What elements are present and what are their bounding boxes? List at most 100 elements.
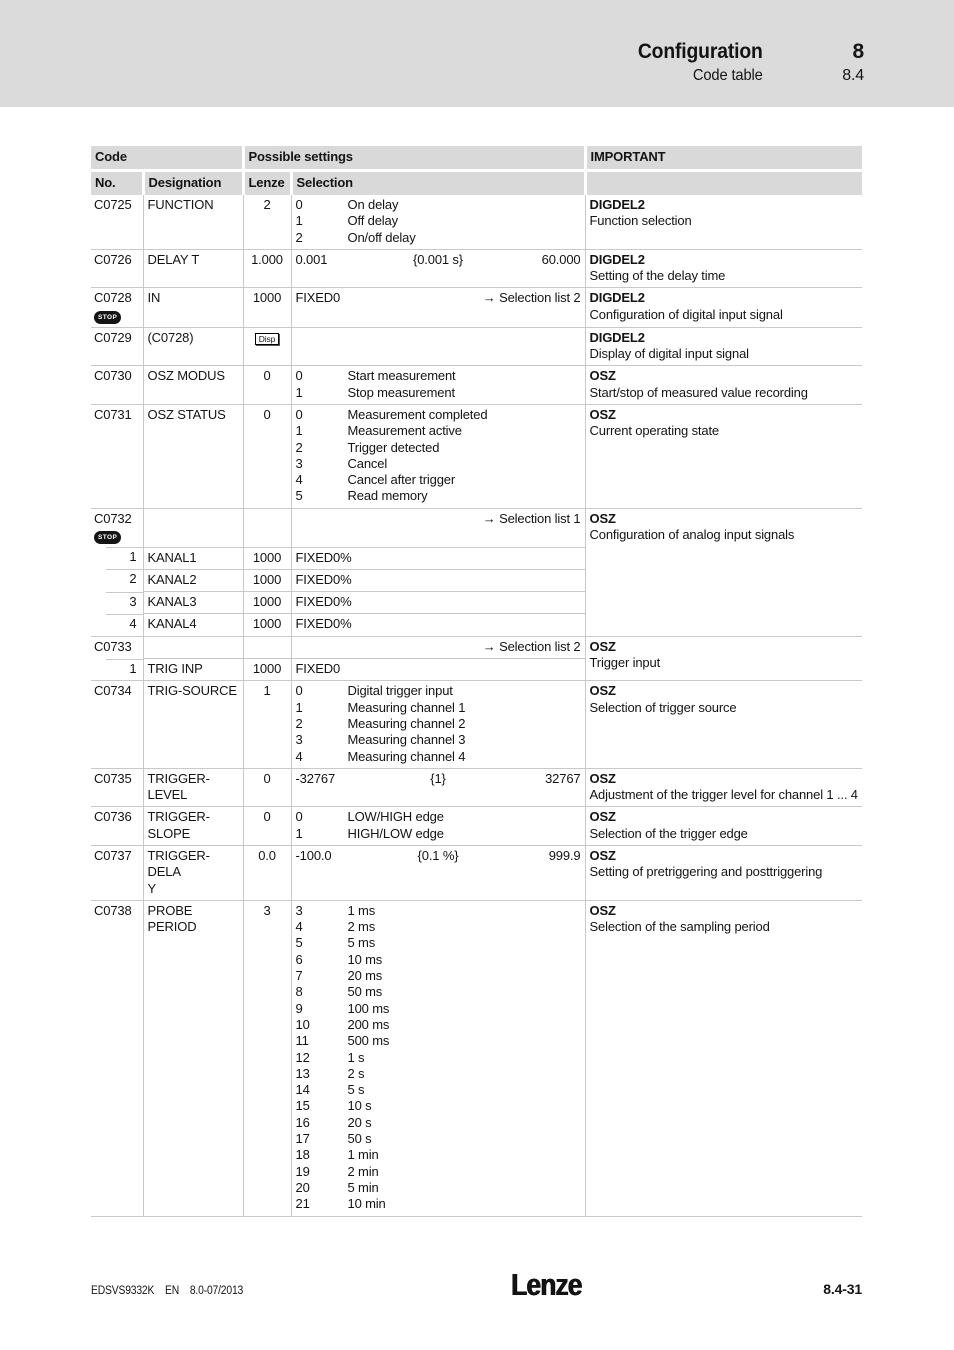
code-label: C0736 [94,809,132,825]
selection-option: 18 1 min [296,1147,581,1163]
selection-option: 13 2 s [296,1066,581,1082]
option-label: 50 ms [347,984,383,1000]
designation-cell: TRIG INP [143,658,244,681]
selection-value: FIXED0% [295,594,352,610]
selection-option: 1 Measuring channel 1 [296,700,581,716]
important-cell: OSZ Trigger input [585,635,862,681]
lenze-cell: 1000 [243,546,292,570]
important-desc: Trigger input [589,655,661,671]
range-max: 60.000 [541,251,581,267]
table-row: C0737 TRIGGER-DELA Y 0.0 -100.0 {0.1 %} 999.9… [91,845,862,901]
option-value: 8 [295,984,303,1000]
code-label: C0726 [94,251,132,267]
option-label: Digital trigger input [347,683,453,699]
selection-cell: → Selection list 2 [291,635,586,659]
designation-cell [143,507,244,548]
option-label: Off delay [347,213,399,229]
option-label: Measurement completed [347,406,488,422]
option-value: 2 [295,229,303,245]
selection-list-link: → Selection list 2 [482,290,581,306]
table-header-row-2: No. Designation Lenze Selection [91,170,862,195]
code-cell: C0730 [91,365,144,405]
option-value: 0 [295,406,303,422]
important-cell: DIGDEL2 Configuration of digital input si… [585,287,862,328]
table-row: C0734 TRIG-SOURCE 1 0 Digital trigger input 1… [91,680,862,769]
designation-cell: TRIG-SOURCE [143,680,244,769]
option-value: 2 [295,439,303,455]
sub-row-number-cell: 3 [91,591,144,614]
code-label: C0737 [94,848,132,863]
table-row: 2 KANAL2 1000 FIXED0% [91,568,862,592]
table-row: 1 TRIG INP 1000 FIXED0 [91,658,862,681]
selection-cell [291,326,586,366]
option-value: 2 [295,715,303,731]
option-label: 20 s [347,1114,372,1130]
page-footer: EDSVS9332K EN 8.0-07/2013 Lenze 8.4-31 [91,1264,862,1300]
important-desc: Setting of pretriggering and posttrigger… [589,864,823,880]
table-row: C0732 STOP → Selection list 1 OSZ Configurat… [91,507,862,637]
selection-text: FIXED0% [296,594,581,610]
selection-cell: -32767 {1} 32767 [291,767,586,807]
selection-option: 6 10 ms [296,952,581,968]
option-value: 0 [295,809,303,825]
selection-option: 14 5 s [296,1082,581,1098]
option-label: 10 s [347,1098,372,1114]
table-row: C0729 (C0728) Disp DIGDEL2 Display of digita… [91,326,862,366]
code-label: C0731 [94,406,132,422]
doc-reference: EDSVS9332K EN 8.0-07/2013 [91,1285,251,1300]
table-row: C0733 → Selection list 2 OSZ Trigger input [91,635,862,681]
code-cell: C0731 [91,403,144,509]
doc-version: 8.0-07/2013 [189,1285,244,1297]
important-desc: Selection of the trigger edge [589,825,748,841]
selection-cell: -100.0 {0.1 %} 999.9 [291,845,586,901]
selection-range: -100.0 {0.1 %} 999.9 [296,848,581,864]
table-row: 3 KANAL3 1000 FIXED0% [91,591,862,614]
table-row: C0738 PROBE PERIOD 3 3 1 ms 4 2 ms 5 5 ms 6 10 ms 7… [91,899,862,1217]
header-title-block: Configuration 8 Code table 8.4 [627,40,864,85]
range-max: 32767 [545,770,581,786]
option-label: On/off delay [347,229,416,245]
selection-cell: FIXED0% [291,591,586,614]
option-label: 2 min [347,1163,379,1179]
option-label: 10 min [347,1196,386,1212]
table-row: C0735 TRIGGER-LEVEL 0 -32767 {1} 32767 OSZ Adju… [91,767,862,807]
option-value: 0 [295,197,303,212]
code-cell: C0729 [91,326,144,366]
selection-cell: FIXED0 → Selection list 2 [291,287,586,328]
important-cell: OSZ Selection of the trigger edge [585,806,862,846]
important-cell: OSZ Selection of the sampling period [585,899,862,1217]
sub-row-number-cell: 1 [91,547,144,570]
sub-row-number-cell: 1 [91,658,144,681]
code-label: C0729 [94,329,132,345]
important-cell: OSZ Current operating state [585,403,862,509]
code-table: Code Possible settings IMPORTANT No. Des… [91,146,862,1217]
lenze-cell: 1 [243,680,292,769]
selection-cell: 0 LOW/HIGH edge 1 HIGH/LOW edge [291,806,586,846]
selection-option: 10 200 ms [296,1017,581,1033]
option-label: HIGH/LOW edge [347,825,444,841]
lenze-cell: 0 [243,403,292,509]
important-cell: OSZ Configuration of analog input signals [585,507,862,637]
stop-badge: STOP [94,531,122,545]
selection-cell: 0 Digital trigger input 1 Measuring channel… [291,680,586,769]
option-value: 17 [295,1131,310,1147]
option-value: 20 [295,1179,310,1195]
selection-option: 0 On delay [296,197,581,213]
selection-option: 21 10 min [296,1196,581,1212]
selection-text: FIXED0 → Selection list 2 [296,290,581,306]
code-cell: C0725 [91,195,144,250]
important-desc: Configuration of analog input signals [589,527,795,543]
option-label: 1 ms [347,902,376,918]
selection-value: FIXED0 [295,661,341,677]
option-value: 4 [295,472,303,488]
selection-option: 15 10 s [296,1098,581,1114]
code-label: C0732 [94,510,132,526]
lenze-cell [243,507,292,548]
table-row: 4 KANAL4 1000 FIXED0% [91,613,862,637]
selection-option: 1 HIGH/LOW edge [296,826,581,842]
code-label: C0728 [94,290,132,306]
option-label: 500 ms [347,1033,390,1049]
selection-text: FIXED0% [296,616,581,632]
selection-option: 2 Trigger detected [296,440,581,456]
